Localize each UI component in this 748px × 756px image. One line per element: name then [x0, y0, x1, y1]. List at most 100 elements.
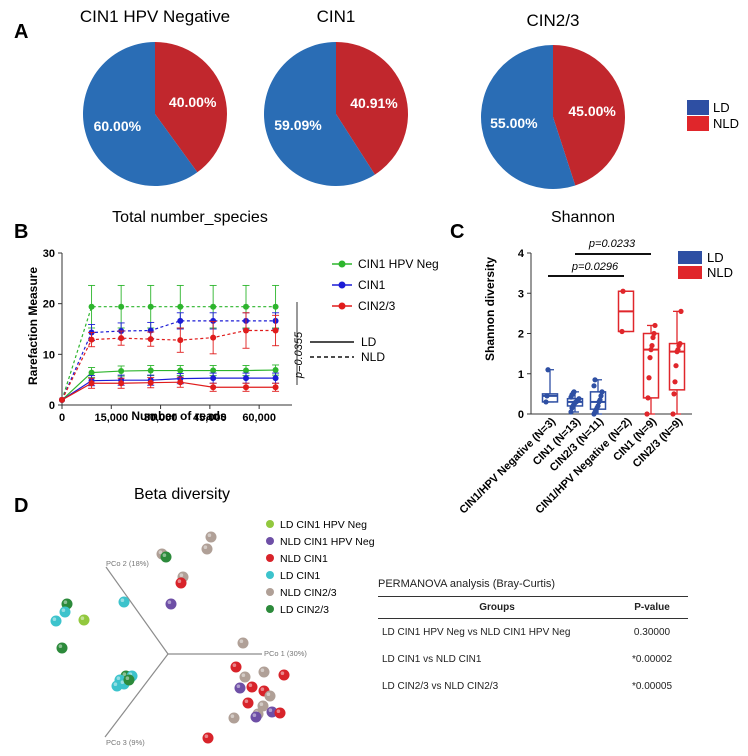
data-point	[88, 336, 95, 343]
data-point	[673, 363, 679, 369]
y-tick-label: 30	[43, 248, 55, 260]
data-point	[118, 596, 130, 608]
data-point	[646, 375, 652, 381]
beta-legend-label: NLD CIN1 HPV Neg	[280, 536, 375, 548]
pie-label-nld: 40.91%	[350, 95, 398, 111]
data-point	[648, 347, 654, 353]
data-point	[50, 615, 62, 627]
box-iqr	[642, 332, 660, 399]
data-point-highlight	[230, 714, 235, 718]
data-point	[272, 384, 279, 391]
table-row: LD CIN2/3 vs NLD CIN2/3 *0.00005	[378, 673, 688, 700]
line-chart-xlabel: Number of reads	[131, 409, 227, 423]
y-tick-label: 4	[518, 248, 525, 260]
data-point	[264, 690, 276, 702]
beta-legend-label: NLD CIN2/3	[280, 587, 337, 599]
box-legend-nld-label: NLD	[707, 265, 733, 280]
y-tick-label: 10	[43, 349, 55, 361]
box-legend-nld-swatch	[678, 266, 702, 279]
pie-title-1: CIN1 HPV Negative	[80, 7, 230, 26]
data-point	[652, 322, 658, 329]
series-line	[61, 381, 276, 401]
pie-slice-ld	[264, 42, 375, 186]
data-point-highlight	[167, 600, 172, 604]
data-point-highlight	[116, 676, 121, 680]
data-point	[591, 383, 597, 389]
pie-slice-nld	[553, 45, 626, 186]
data-point	[118, 335, 125, 342]
beta-axes: PCo 1 (30%) PCo 2 (18%) PCo 3 (9%)	[104, 559, 307, 747]
permanova-title: PERMANOVA analysis (Bray-Curtis)	[378, 578, 556, 590]
panel-label-c: C	[450, 221, 464, 243]
data-point	[242, 697, 254, 709]
data-point	[59, 396, 65, 403]
data-point-highlight	[63, 600, 68, 604]
data-point	[230, 661, 242, 673]
data-point	[644, 411, 650, 417]
data-point-highlight	[266, 692, 271, 696]
data-point	[243, 367, 249, 374]
data-point	[177, 379, 184, 386]
pie-legend: LD NLD	[687, 100, 739, 131]
pie-charts: 40.00% 60.00% 40.91% 59.09% 45.00% 55.00%	[83, 41, 626, 189]
data-point	[118, 380, 125, 387]
data-point	[147, 379, 154, 386]
line-chart-legend: CIN1 HPV Neg CIN1 CIN2/3 LD NLD	[310, 257, 439, 364]
data-point	[543, 399, 549, 405]
pie-legend-nld-label: NLD	[713, 116, 739, 131]
data-point-highlight	[52, 617, 57, 621]
series-line	[61, 377, 276, 401]
data-point-highlight	[259, 702, 264, 706]
data-point	[272, 303, 279, 310]
data-point	[88, 369, 95, 376]
beta-legend-marker	[266, 554, 274, 562]
data-point-highlight	[280, 671, 285, 675]
permanova-pvalue-cell: 0.30000	[633, 627, 671, 638]
pie-label-ld: 55.00%	[490, 115, 538, 131]
permanova-header-groups: Groups	[378, 596, 616, 619]
data-point	[670, 411, 676, 417]
data-point-highlight	[260, 687, 265, 691]
y-tick-label: 2	[518, 329, 524, 341]
data-point	[571, 389, 577, 395]
data-point	[568, 409, 574, 415]
y-tick-label: 1	[518, 369, 524, 381]
data-point	[266, 706, 278, 718]
pco1-label: PCo 1 (30%)	[264, 649, 307, 658]
y-tick-label: 3	[518, 288, 524, 300]
data-point	[165, 598, 177, 610]
pco3-label: PCo 3 (9%)	[106, 738, 145, 747]
pie-label-nld: 40.00%	[169, 94, 217, 110]
data-point	[210, 317, 217, 324]
data-point	[619, 328, 625, 335]
permanova-group-cell: LD CIN1 HPV Neg vs NLD CIN1 HPV Neg	[382, 627, 571, 638]
y-tick-label: 0	[49, 400, 55, 412]
x-tick-label: 0	[59, 412, 65, 424]
beta-legend-marker	[266, 588, 274, 596]
pie-slice-nld	[336, 42, 409, 175]
box-legend-ld-label: LD	[707, 250, 724, 265]
pie-slice-ld	[83, 41, 198, 186]
pie-title-3: CIN2/3	[527, 11, 580, 30]
data-point	[649, 342, 655, 349]
data-point	[88, 303, 95, 310]
data-point	[544, 393, 550, 399]
data-point	[592, 377, 598, 383]
data-point-highlight	[61, 608, 66, 612]
data-point	[671, 391, 677, 397]
data-point-highlight	[236, 684, 241, 688]
permanova-table: Groups P-value LD CIN1 HPV Neg vs NLD CI…	[378, 596, 688, 700]
legend-label-nld: NLD	[361, 350, 385, 364]
permanova-pvalue-cell: *0.00005	[631, 681, 673, 692]
pie-legend-nld-swatch	[687, 116, 709, 131]
pie-legend-ld-swatch	[687, 100, 709, 115]
data-point	[272, 375, 279, 382]
table-row: LD CIN1 HPV Neg vs NLD CIN1 HPV Neg 0.30…	[378, 619, 688, 647]
legend-marker-cin1-hpv-neg	[338, 260, 346, 268]
data-point	[147, 367, 154, 374]
panel-label-d: D	[14, 495, 28, 517]
data-point-highlight	[179, 573, 184, 577]
data-point-highlight	[58, 644, 63, 648]
x-tick-label: 15,000	[94, 412, 128, 424]
box-chart-title: Shannon	[551, 209, 615, 226]
